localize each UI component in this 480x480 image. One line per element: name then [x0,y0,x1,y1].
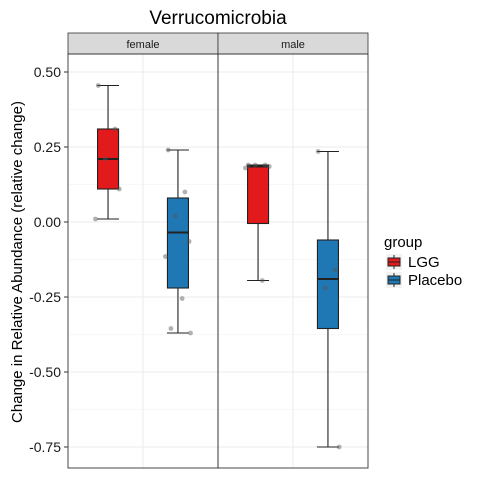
data-point [187,239,192,244]
data-point [316,149,321,154]
data-point [267,164,272,169]
data-point [173,214,178,219]
data-point [263,163,268,168]
data-point [96,83,101,88]
data-point [117,187,122,192]
y-tick-label: -0.75 [29,439,61,455]
legend-title: group [384,234,422,251]
facet-panels: female male [68,33,368,468]
data-point [180,296,185,301]
data-point [243,166,248,171]
y-axis-label: Change in Relative Abundance (relative c… [9,101,26,423]
data-point [253,163,258,168]
legend-label: LGG [408,254,440,271]
legend-item-placebo: Placebo [386,272,462,289]
data-point [163,254,168,259]
data-point [188,331,193,336]
legend-item-lgg: LGG [386,254,440,271]
y-tick-label: -0.50 [29,364,61,380]
y-tick-label: 0.00 [34,214,61,230]
data-point [337,445,342,450]
data-point [169,326,174,331]
box-iqr [167,198,188,288]
data-point [323,286,328,291]
data-point [183,190,188,195]
data-point [166,148,171,153]
data-point [333,268,338,273]
y-tick-label: -0.25 [29,289,61,305]
box-iqr [248,165,269,224]
legend-label: Placebo [408,272,462,289]
data-point [103,157,108,162]
box-iqr [317,240,338,329]
chart-title: Verrucomicrobia [149,8,287,29]
y-axis: 0.50 0.25 0.00 -0.25 -0.50 -0.75 [29,64,68,455]
y-tick-label: 0.25 [34,139,61,155]
facet-label-female: female [126,39,159,51]
facet-label-male: male [281,39,305,51]
y-tick-label: 0.50 [34,64,61,80]
data-point [93,217,98,222]
facet-panel-male: male [218,33,368,468]
data-point [113,127,118,132]
facet-panel-female: female [68,33,218,468]
data-point [260,278,265,283]
